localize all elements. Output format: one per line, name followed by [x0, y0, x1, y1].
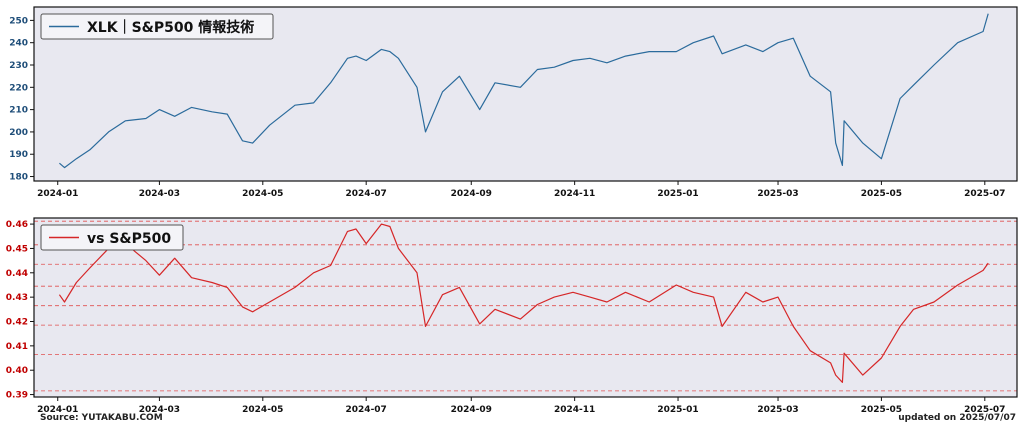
legend-box	[40, 13, 274, 40]
x-tick-label-9: 2025-07	[964, 189, 1005, 199]
y-tick-label-3: 0.42	[6, 318, 28, 328]
x-tick-label-6: 2025-01	[657, 405, 698, 415]
legend: XLK｜S&P500 情報技術	[40, 13, 274, 40]
plot-background	[34, 218, 1017, 397]
plot-frame	[33, 217, 1018, 398]
x-tick-label-9: 2025-07	[964, 405, 1005, 415]
plot-frame	[33, 6, 1018, 182]
x-tick-label-8: 2025-05	[861, 405, 902, 415]
x-tick-label-5: 2024-11	[554, 189, 595, 199]
y-tick-label-6: 0.45	[6, 244, 28, 254]
y-tick-label-1: 190	[9, 150, 28, 160]
source-label: Source: YUTAKABU.COM	[40, 413, 163, 423]
x-tick-label-4: 2024-09	[451, 405, 492, 415]
y-tick-label-6: 240	[9, 39, 28, 49]
y-tick-label-7: 250	[9, 16, 28, 26]
x-tick-label-0: 2024-01	[37, 405, 78, 415]
y-tick-label-2: 0.41	[6, 342, 28, 352]
x-tick-label-0: 2024-01	[37, 189, 78, 199]
legend-label: vs S&P500	[87, 231, 171, 247]
series-line	[59, 13, 989, 169]
y-tick-label-2: 200	[9, 128, 28, 138]
y-tick-label-0: 180	[9, 173, 28, 183]
x-tick-label-3: 2024-07	[346, 189, 387, 199]
x-tick-label-1: 2024-03	[139, 189, 180, 199]
x-tick-label-2: 2024-05	[242, 405, 283, 415]
chart-top: 180 190 200 210 220 230 240 250 2024-01 2024-03 20…	[9, 6, 1018, 199]
y-tick-label-4: 220	[9, 83, 28, 93]
y-tick-label-4: 0.43	[6, 293, 28, 303]
x-tick-label-2: 2024-05	[242, 189, 283, 199]
chart-bottom: 0.39 0.40 0.41 0.42 0.43 0.44 0.45 0.46 2024-01 2…	[6, 217, 1018, 415]
x-tick-label-7: 2025-03	[757, 189, 798, 199]
legend-label: XLK｜S&P500 情報技術	[87, 19, 254, 36]
y-tick-label-5: 230	[9, 61, 28, 71]
legend: vs S&P500	[40, 224, 184, 251]
x-tick-label-4: 2024-09	[451, 189, 492, 199]
y-tick-label-0: 0.39	[6, 391, 28, 401]
x-tick-label-6: 2025-01	[657, 189, 698, 199]
x-tick-label-7: 2025-03	[757, 405, 798, 415]
y-tick-label-3: 210	[9, 106, 28, 116]
y-tick-label-1: 0.40	[6, 366, 28, 376]
x-tick-label-1: 2024-03	[139, 405, 180, 415]
y-tick-label-7: 0.46	[6, 220, 28, 230]
x-tick-label-5: 2024-11	[554, 405, 595, 415]
series-line	[58, 223, 989, 383]
updated-label: updated on 2025/07/07	[898, 413, 1016, 423]
y-tick-label-5: 0.44	[6, 269, 28, 279]
legend-box	[40, 224, 184, 251]
x-tick-label-3: 2024-07	[346, 405, 387, 415]
x-tick-label-8: 2025-05	[861, 189, 902, 199]
